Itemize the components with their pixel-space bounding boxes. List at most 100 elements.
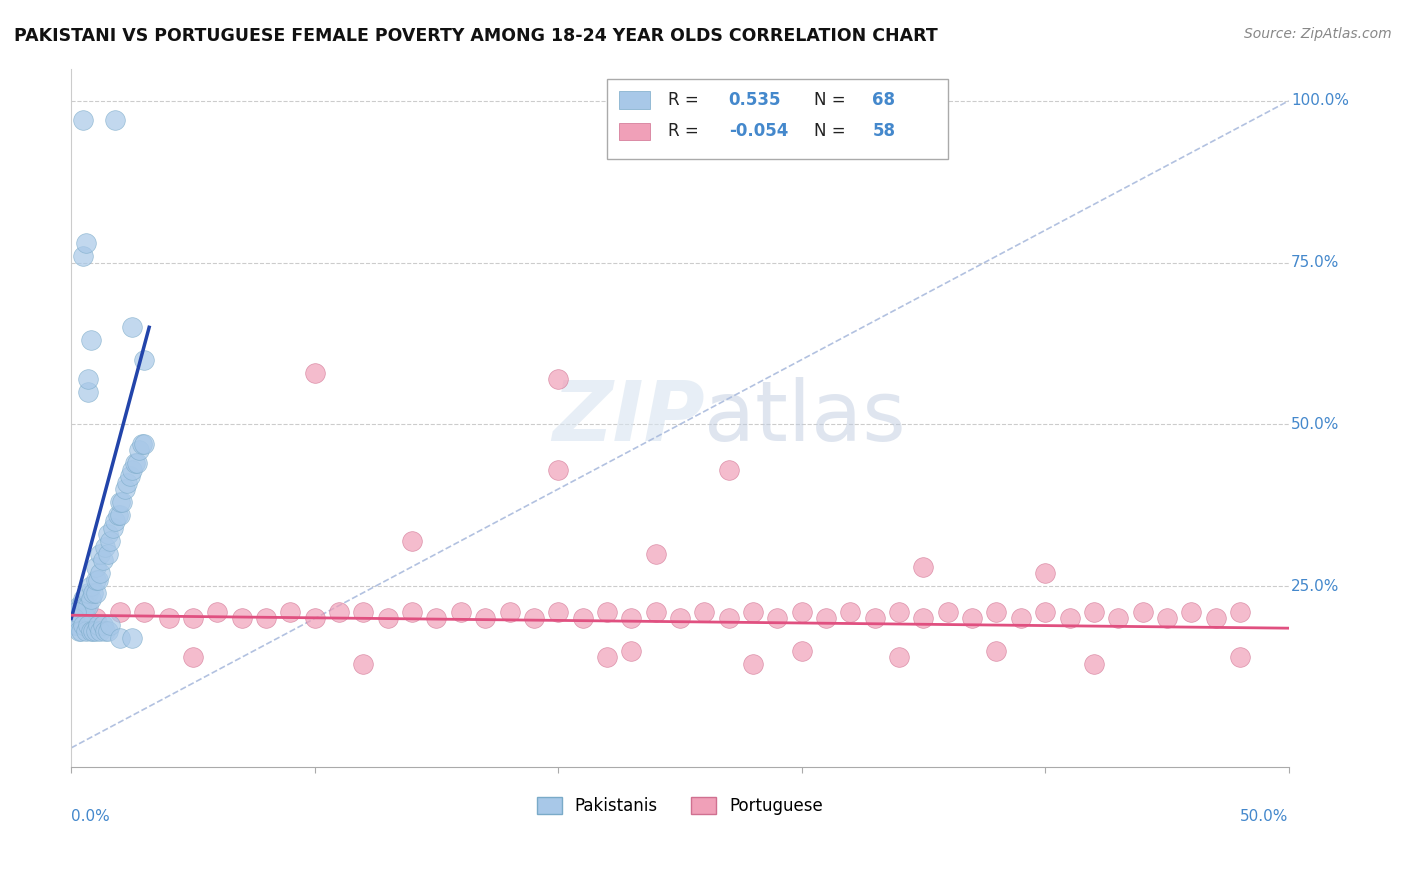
Point xyxy=(401,605,423,619)
Point xyxy=(596,650,619,665)
Point xyxy=(72,605,94,619)
Point xyxy=(72,113,94,128)
Point xyxy=(77,384,100,399)
Text: 0.0%: 0.0% xyxy=(72,809,110,824)
Point xyxy=(87,618,110,632)
Point xyxy=(75,599,97,613)
Point xyxy=(65,605,87,619)
Point xyxy=(80,333,103,347)
Point xyxy=(1033,566,1056,581)
Point xyxy=(839,605,862,619)
Point xyxy=(912,559,935,574)
Point xyxy=(89,566,111,581)
Point xyxy=(450,605,472,619)
Point xyxy=(1010,611,1032,625)
Point xyxy=(97,547,120,561)
Point xyxy=(620,611,643,625)
Point xyxy=(547,605,569,619)
Point xyxy=(352,657,374,671)
Point xyxy=(62,618,84,632)
Point xyxy=(1059,611,1081,625)
Text: 50.0%: 50.0% xyxy=(1291,417,1340,432)
Point xyxy=(1107,611,1129,625)
Point xyxy=(72,249,94,263)
Point xyxy=(80,592,103,607)
Point xyxy=(717,463,740,477)
Point xyxy=(82,624,104,639)
Point xyxy=(84,624,107,639)
Point xyxy=(596,605,619,619)
Point xyxy=(94,541,117,555)
Point xyxy=(108,605,131,619)
Text: -0.054: -0.054 xyxy=(728,122,787,140)
Point xyxy=(101,521,124,535)
Point xyxy=(82,585,104,599)
Point xyxy=(742,605,765,619)
Point xyxy=(1132,605,1154,619)
Text: 68: 68 xyxy=(872,91,896,109)
Point xyxy=(620,644,643,658)
Point xyxy=(1156,611,1178,625)
Point xyxy=(84,611,107,625)
Point xyxy=(77,372,100,386)
Point xyxy=(1083,657,1105,671)
Point xyxy=(181,650,204,665)
Point xyxy=(108,631,131,645)
Point xyxy=(70,624,93,639)
Point xyxy=(304,611,326,625)
FancyBboxPatch shape xyxy=(619,123,650,140)
Point xyxy=(121,320,143,334)
Point xyxy=(70,611,93,625)
Point xyxy=(644,605,666,619)
Text: N =: N = xyxy=(814,122,851,140)
Point xyxy=(97,624,120,639)
Point xyxy=(425,611,447,625)
Point xyxy=(280,605,302,619)
Point xyxy=(1033,605,1056,619)
Point xyxy=(67,599,90,613)
Point xyxy=(115,475,138,490)
Text: PAKISTANI VS PORTUGUESE FEMALE POVERTY AMONG 18-24 YEAR OLDS CORRELATION CHART: PAKISTANI VS PORTUGUESE FEMALE POVERTY A… xyxy=(14,27,938,45)
Point xyxy=(1083,605,1105,619)
Point xyxy=(181,611,204,625)
Point xyxy=(91,553,114,567)
Point xyxy=(254,611,277,625)
Text: atlas: atlas xyxy=(704,377,905,458)
Point xyxy=(124,456,146,470)
Point xyxy=(104,515,127,529)
Text: 75.0%: 75.0% xyxy=(1291,255,1340,270)
Point xyxy=(75,611,97,625)
Point xyxy=(89,547,111,561)
Point xyxy=(571,611,593,625)
Point xyxy=(547,463,569,477)
Point xyxy=(97,527,120,541)
Point xyxy=(1205,611,1227,625)
Point xyxy=(77,599,100,613)
Text: R =: R = xyxy=(668,122,704,140)
Point xyxy=(108,495,131,509)
Point xyxy=(121,631,143,645)
Point xyxy=(523,611,546,625)
Legend: Pakistanis, Portuguese: Pakistanis, Portuguese xyxy=(530,790,830,822)
Point xyxy=(84,585,107,599)
Point xyxy=(134,437,156,451)
Point xyxy=(304,366,326,380)
Point xyxy=(77,618,100,632)
Point xyxy=(644,547,666,561)
Point xyxy=(157,611,180,625)
Text: R =: R = xyxy=(668,91,704,109)
Point xyxy=(87,573,110,587)
Text: N =: N = xyxy=(814,91,851,109)
Text: 0.535: 0.535 xyxy=(728,91,782,109)
Point xyxy=(77,585,100,599)
Point xyxy=(125,456,148,470)
Point xyxy=(121,463,143,477)
Point xyxy=(75,236,97,251)
Point xyxy=(67,624,90,639)
Point xyxy=(790,644,813,658)
Point xyxy=(104,113,127,128)
Point xyxy=(887,605,910,619)
Point xyxy=(912,611,935,625)
Point xyxy=(986,605,1008,619)
Text: 100.0%: 100.0% xyxy=(1291,94,1350,108)
